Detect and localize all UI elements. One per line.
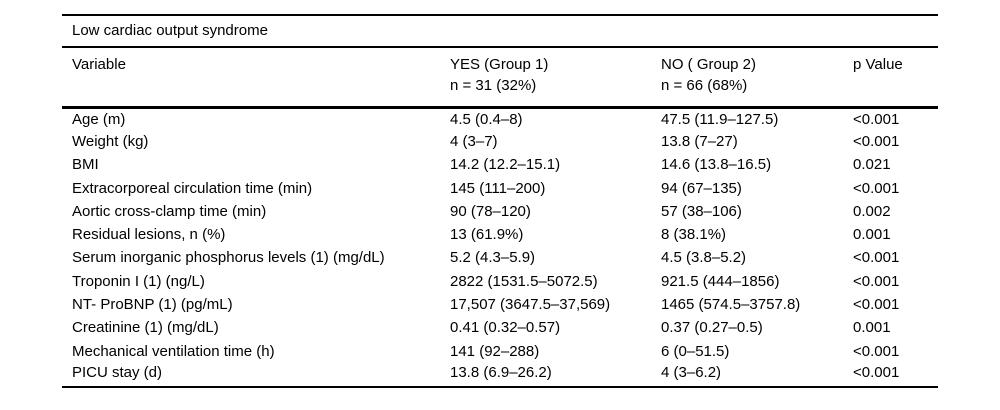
- no-value-cell: 921.5 (444–1856): [661, 272, 780, 290]
- table-row: Serum inorganic phosphorus levels (1) (m…: [62, 247, 938, 270]
- yes-value-cell: 0.41 (0.32–0.57): [450, 319, 561, 337]
- subheader-p-empty: [853, 77, 938, 109]
- variable-cell: Serum inorganic phosphorus levels (1) (m…: [72, 249, 385, 267]
- table-header-row: Variable YES (Group 1) NO ( Group 2) p V…: [62, 47, 938, 77]
- yes-value-cell: 4 (3–7): [450, 132, 498, 150]
- p-value-cell: <0.001: [853, 249, 900, 267]
- no-value-cell: 14.6 (13.8–16.5): [661, 156, 772, 174]
- p-value-cell: <0.001: [853, 111, 900, 129]
- p-value-cell: <0.001: [853, 342, 900, 360]
- table-row: Extracorporeal circulation time (min) 14…: [62, 177, 938, 200]
- yes-value-cell: 145 (111–200): [450, 179, 546, 197]
- yes-value-cell: 13 (61.9%): [450, 226, 524, 244]
- table-row: NT- ProBNP (1) (pg/mL) 17,507 (3647.5–37…: [62, 293, 938, 316]
- p-value-cell: 0.021: [853, 156, 891, 174]
- col-header-no-group2: NO ( Group 2): [661, 55, 757, 73]
- subheader-yes-n: n = 31 (32%): [450, 77, 661, 109]
- lcos-table: Low cardiac output syndrome Variable YES…: [62, 14, 938, 388]
- variable-cell: Aortic cross-clamp time (min): [72, 202, 267, 220]
- p-value-cell: <0.001: [853, 179, 900, 197]
- no-value-cell: 0.37 (0.27–0.5): [661, 319, 763, 337]
- table-row: Weight (kg) 4 (3–7) 13.8 (7–27) <0.001: [62, 130, 938, 153]
- subheader-no-n: n = 66 (68%): [661, 77, 853, 109]
- no-value-cell: 4.5 (3.8–5.2): [661, 249, 747, 267]
- p-value-cell: <0.001: [853, 296, 900, 314]
- col-header-p-value: p Value: [853, 55, 903, 73]
- yes-value-cell: 5.2 (4.3–5.9): [450, 249, 536, 267]
- table-title-row: Low cardiac output syndrome: [62, 14, 938, 48]
- table-row: Creatinine (1) (mg/dL) 0.41 (0.32–0.57) …: [62, 317, 938, 340]
- yes-value-cell: 13.8 (6.9–26.2): [450, 363, 661, 388]
- no-value-cell: 1465 (574.5–3757.8): [661, 296, 801, 314]
- yes-value-cell: 14.2 (12.2–15.1): [450, 156, 561, 174]
- no-value-cell: 13.8 (7–27): [661, 132, 738, 150]
- variable-cell: Creatinine (1) (mg/dL): [72, 319, 219, 337]
- table-row: BMI 14.2 (12.2–15.1) 14.6 (13.8–16.5) 0.…: [62, 154, 938, 177]
- variable-cell: PICU stay (d): [62, 363, 450, 388]
- no-value-cell: 8 (38.1%): [661, 226, 727, 244]
- no-value-cell: 94 (67–135): [661, 179, 742, 197]
- no-value-cell: 47.5 (11.9–127.5): [661, 111, 779, 129]
- variable-cell: NT- ProBNP (1) (pg/mL): [72, 296, 233, 314]
- no-value-cell: 6 (0–51.5): [661, 342, 730, 360]
- p-value-cell: <0.001: [853, 132, 900, 150]
- variable-cell: Troponin I (1) (ng/L): [72, 272, 205, 290]
- table-row: Residual lesions, n (%) 13 (61.9%) 8 (38…: [62, 223, 938, 246]
- p-value-cell: 0.001: [853, 319, 891, 337]
- no-value-cell: 57 (38–106): [661, 202, 742, 220]
- yes-value-cell: 141 (92–288): [450, 342, 540, 360]
- p-value-cell: 0.002: [853, 202, 891, 220]
- table-row: PICU stay (d) 13.8 (6.9–26.2) 4 (3–6.2) …: [62, 363, 938, 388]
- subheader-variable-empty: [62, 77, 450, 109]
- variable-cell: Extracorporeal circulation time (min): [72, 179, 313, 197]
- variable-cell: Age (m): [72, 111, 126, 129]
- table-body: Age (m) 4.5 (0.4–8) 47.5 (11.9–127.5) <0…: [62, 107, 938, 388]
- yes-value-cell: 17,507 (3647.5–37,569): [450, 296, 611, 314]
- p-value-cell: 0.001: [853, 226, 891, 244]
- table-subheader-row: n = 31 (32%) n = 66 (68%): [62, 77, 938, 109]
- p-value-cell: <0.001: [853, 272, 900, 290]
- variable-cell: BMI: [72, 156, 99, 174]
- table-row: Mechanical ventilation time (h) 141 (92–…: [62, 340, 938, 363]
- yes-value-cell: 2822 (1531.5–5072.5): [450, 272, 598, 290]
- table-title: Low cardiac output syndrome: [62, 14, 938, 48]
- table-row: Aortic cross-clamp time (min) 90 (78–120…: [62, 200, 938, 223]
- table-row: Age (m) 4.5 (0.4–8) 47.5 (11.9–127.5) <0…: [62, 107, 938, 130]
- variable-cell: Residual lesions, n (%): [72, 226, 226, 244]
- p-value-cell: <0.001: [853, 363, 938, 388]
- col-header-yes-group1: YES (Group 1): [450, 55, 549, 73]
- col-header-variable: Variable: [72, 55, 126, 73]
- variable-cell: Mechanical ventilation time (h): [72, 342, 275, 360]
- no-value-cell: 4 (3–6.2): [661, 363, 853, 388]
- variable-cell: Weight (kg): [72, 132, 149, 150]
- yes-value-cell: 90 (78–120): [450, 202, 531, 220]
- table-row: Troponin I (1) (ng/L) 2822 (1531.5–5072.…: [62, 270, 938, 293]
- yes-value-cell: 4.5 (0.4–8): [450, 111, 523, 129]
